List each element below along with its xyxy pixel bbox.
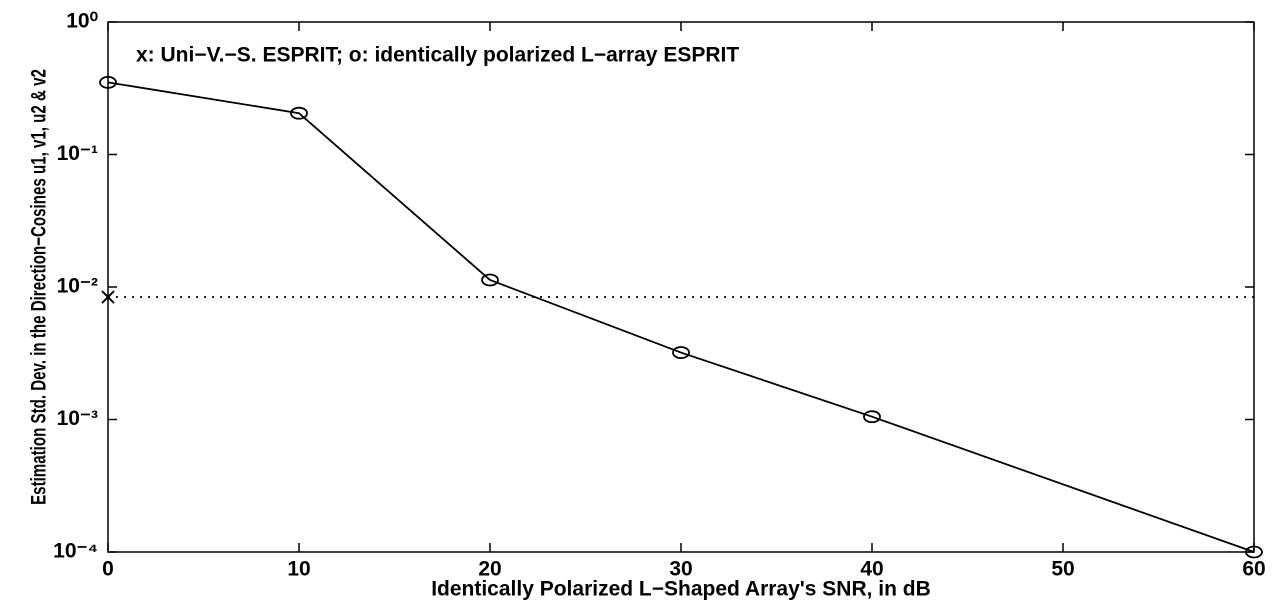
x-tick-label: 60 [1242,558,1265,581]
annotation: x: Uni−V.−S. ESPRIT; o: identically pola… [136,44,739,67]
circle-marker [863,410,881,424]
x-marker [101,290,115,304]
circle-marker [1245,545,1263,559]
series-line [107,81,1255,553]
y-tick-label: 10⁰ [66,10,98,33]
circle-marker [99,76,117,89]
circle-marker [672,346,690,359]
plot-frame [107,21,1255,553]
x-tick-label: 0 [102,558,114,581]
y-tick-label: 10⁻³ [57,407,98,430]
y-tick-label: 10⁻⁴ [53,540,98,563]
y-axis-label: Estimation Std. Dev. in the Direction−Co… [26,69,50,505]
x-tick-label: 20 [478,558,501,581]
circle-marker [290,106,308,120]
x-tick-label: 10 [287,558,310,581]
x-tick-label: 30 [669,558,692,581]
x-tick-label: 50 [1051,558,1074,581]
x-tick-label: 40 [860,558,883,581]
y-tick-label: 10⁻² [57,275,98,298]
circle-marker [481,273,499,287]
x-axis-label: Identically Polarized L−Shaped Array's S… [431,578,931,601]
y-tick-label: 10⁻¹ [57,142,98,165]
